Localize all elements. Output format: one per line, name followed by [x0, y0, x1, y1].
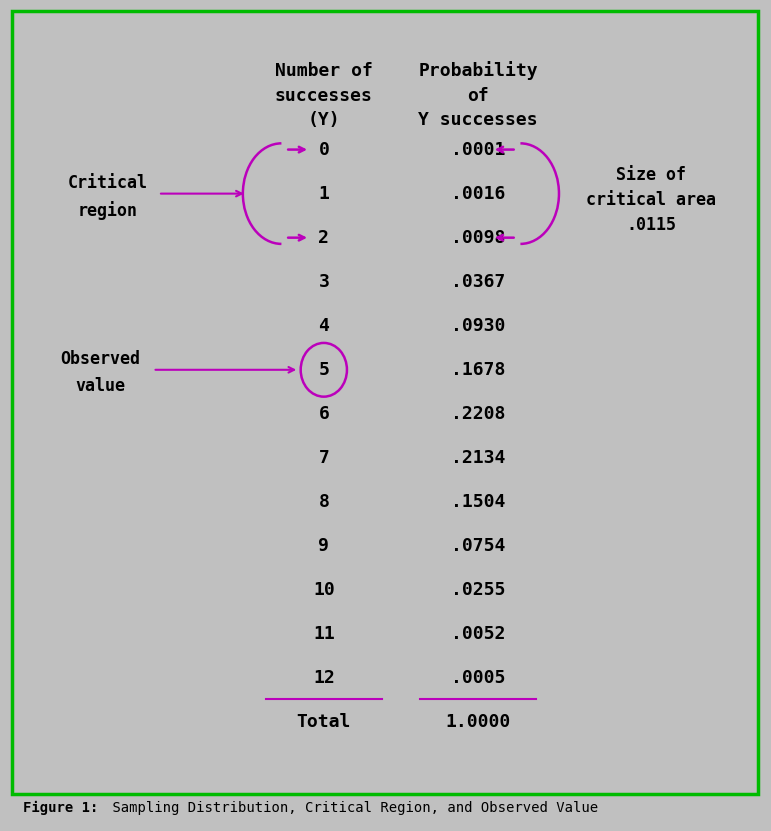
Text: 1.0000: 1.0000 [446, 713, 510, 731]
Text: Probability: Probability [418, 61, 538, 80]
Text: .0052: .0052 [451, 625, 505, 643]
Text: 2: 2 [318, 229, 329, 247]
Text: .0115: .0115 [627, 216, 676, 234]
Text: Sampling Distribution, Critical Region, and Observed Value: Sampling Distribution, Critical Region, … [104, 801, 598, 814]
Text: Figure 1:: Figure 1: [23, 800, 99, 815]
Text: Critical: Critical [68, 174, 148, 192]
Text: .0001: .0001 [451, 140, 505, 159]
Text: .0367: .0367 [451, 273, 505, 291]
Text: (Y): (Y) [308, 111, 340, 130]
Text: .0016: .0016 [451, 184, 505, 203]
Text: of: of [467, 86, 489, 105]
Text: region: region [78, 201, 138, 219]
Text: 9: 9 [318, 537, 329, 555]
Text: 8: 8 [318, 493, 329, 511]
Text: Total: Total [297, 713, 351, 731]
Text: .1504: .1504 [451, 493, 505, 511]
Text: 6: 6 [318, 405, 329, 423]
Text: critical area: critical area [587, 191, 716, 209]
Text: Number of: Number of [275, 61, 372, 80]
Text: .0754: .0754 [451, 537, 505, 555]
Text: 1: 1 [318, 184, 329, 203]
Text: 11: 11 [313, 625, 335, 643]
Text: .0255: .0255 [451, 581, 505, 599]
Text: Observed: Observed [60, 350, 140, 368]
Text: Y successes: Y successes [418, 111, 538, 130]
Text: successes: successes [275, 86, 372, 105]
Text: .1678: .1678 [451, 361, 505, 379]
Text: 7: 7 [318, 449, 329, 467]
Text: 0: 0 [318, 140, 329, 159]
Text: 4: 4 [318, 317, 329, 335]
Text: 10: 10 [313, 581, 335, 599]
Text: 12: 12 [313, 669, 335, 687]
Text: value: value [76, 377, 125, 396]
Text: 5: 5 [318, 361, 329, 379]
Text: .2208: .2208 [451, 405, 505, 423]
Text: .0005: .0005 [451, 669, 505, 687]
Text: Size of: Size of [617, 166, 686, 184]
Text: .2134: .2134 [451, 449, 505, 467]
Text: 3: 3 [318, 273, 329, 291]
Text: .0098: .0098 [451, 229, 505, 247]
Text: .0930: .0930 [451, 317, 505, 335]
